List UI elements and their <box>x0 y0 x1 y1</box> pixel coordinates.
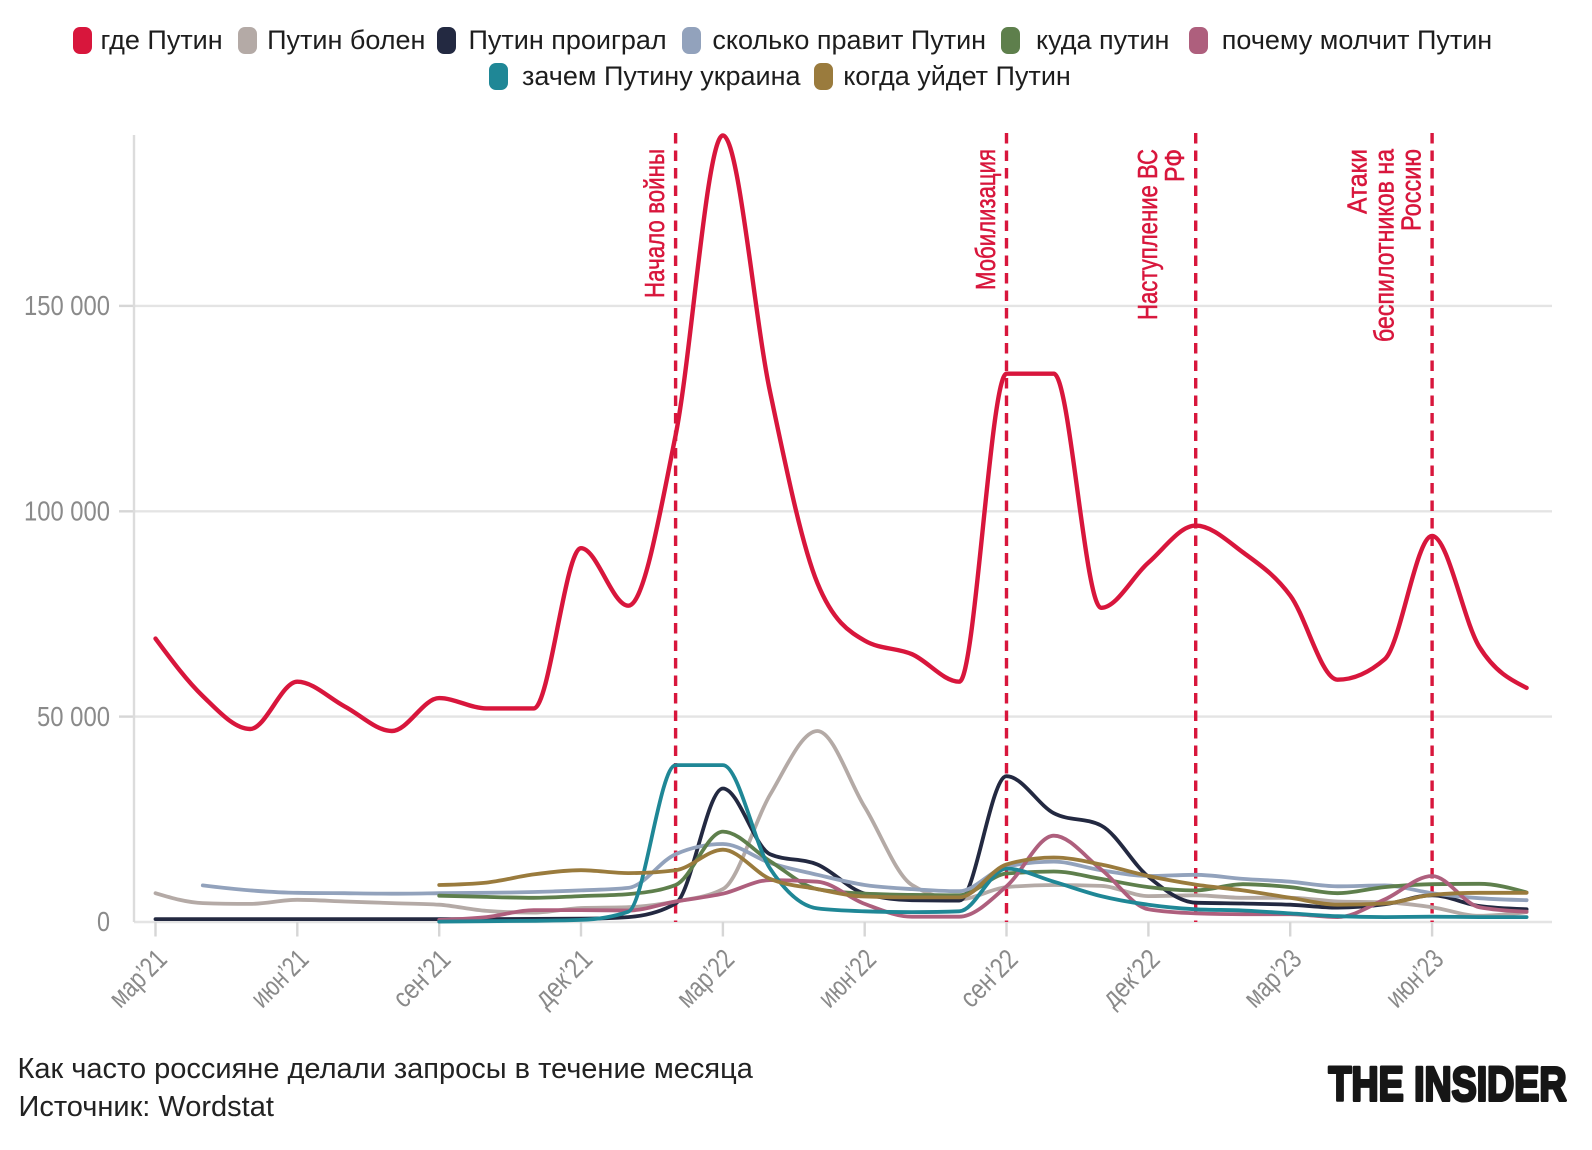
svg-text:беспилотников на: беспилотников на <box>1369 149 1400 342</box>
svg-text:мар’21: мар’21 <box>103 943 173 1013</box>
svg-text:дек’22: дек’22 <box>1096 943 1166 1013</box>
svg-text:июн’23: июн’23 <box>1379 943 1449 1013</box>
svg-text:Наступление ВС: Наступление ВС <box>1132 149 1163 320</box>
svg-text:THE INSIDER: THE INSIDER <box>1329 1058 1567 1111</box>
svg-text:Атаки: Атаки <box>1342 149 1373 214</box>
svg-text:100 000: 100 000 <box>24 496 110 527</box>
svg-text:мар’22: мар’22 <box>670 943 740 1013</box>
svg-text:0: 0 <box>97 906 110 937</box>
svg-text:150 000: 150 000 <box>24 290 110 321</box>
svg-text:Россию: Россию <box>1396 149 1427 231</box>
svg-text:мар’23: мар’23 <box>1237 943 1307 1013</box>
svg-text:сен’22: сен’22 <box>954 943 1024 1013</box>
svg-text:дек’21: дек’21 <box>528 943 598 1013</box>
svg-text:Мобилизация: Мобилизация <box>970 149 1001 290</box>
svg-text:50 000: 50 000 <box>37 701 110 732</box>
svg-text:июн’22: июн’22 <box>812 943 882 1013</box>
svg-text:РФ: РФ <box>1159 149 1190 182</box>
svg-text:июн’21: июн’21 <box>245 943 315 1013</box>
svg-text:Начало войны: Начало войны <box>639 149 670 298</box>
svg-text:сен’21: сен’21 <box>386 943 456 1013</box>
